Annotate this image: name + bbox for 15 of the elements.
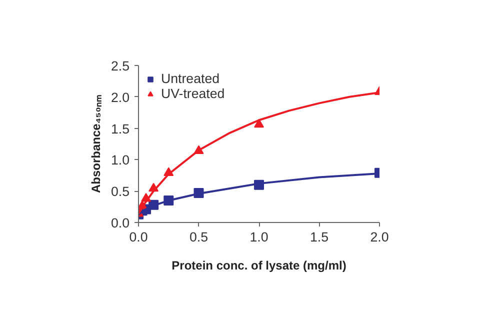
legend-label: UV-treated bbox=[161, 86, 225, 101]
y-tick-label: 1.0 bbox=[110, 152, 130, 168]
y-tick-label: 1.5 bbox=[110, 121, 130, 136]
y-tick-label: 0.0 bbox=[110, 216, 130, 230]
x-tick-label: 1.5 bbox=[310, 230, 329, 244]
y-tick-label: 2.0 bbox=[110, 90, 130, 105]
x-axis-title: Protein conc. of lysate (mg/ml) bbox=[172, 258, 346, 272]
y-tick-label: 0.5 bbox=[110, 184, 130, 200]
x-tick-label: 2.0 bbox=[370, 230, 389, 244]
y-tick-label: 2.5 bbox=[110, 58, 130, 74]
x-tick-label: 0.5 bbox=[189, 230, 208, 244]
y-axis-title: Absorbance₄₅₀ₙₘ bbox=[88, 95, 103, 193]
x-tick-label: 1.0 bbox=[250, 230, 268, 244]
legend-label: Untreated bbox=[161, 71, 220, 86]
x-tick-label: 0.0 bbox=[129, 230, 148, 244]
